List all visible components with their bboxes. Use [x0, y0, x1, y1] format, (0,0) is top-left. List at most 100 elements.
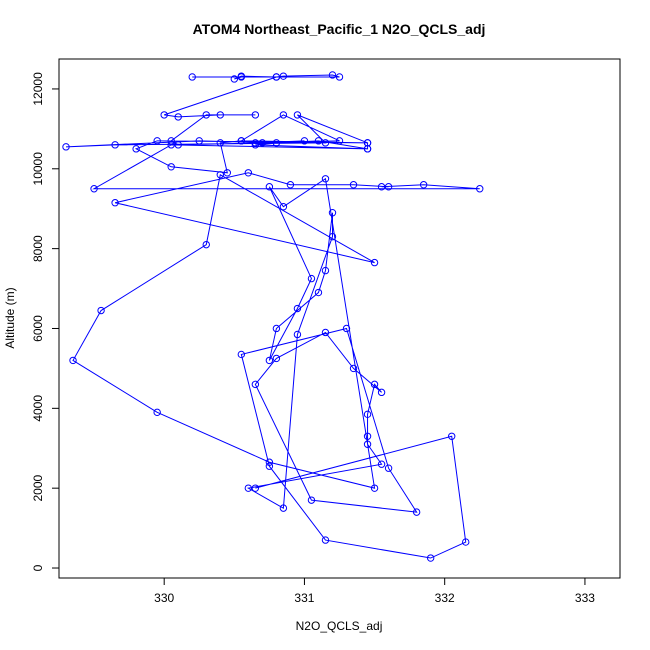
data-point [335, 137, 344, 145]
y-axis-label: Altitude (m) [3, 287, 17, 348]
y-axis: 0 2000 4000 6000 8000 10000 12000 [31, 72, 60, 571]
data-point [307, 274, 316, 283]
data-point [251, 484, 260, 492]
data-point [314, 137, 323, 145]
data-point [167, 137, 175, 145]
x-axis-label: N2O_QCLS_adj [296, 619, 383, 633]
data-point [293, 330, 302, 339]
data-point [195, 137, 203, 145]
data-point [342, 324, 351, 333]
data-point [272, 73, 281, 81]
data-point [237, 73, 246, 81]
data-point [265, 462, 274, 470]
data-point [314, 288, 323, 297]
data-point [370, 484, 379, 492]
data-point [279, 72, 288, 80]
data-point [216, 139, 224, 147]
data-point [370, 380, 379, 389]
x-axis: 330 331 332 333 [154, 577, 595, 605]
data-point [167, 163, 175, 171]
data-point [160, 111, 168, 119]
data-point [251, 111, 260, 119]
data-point [223, 169, 232, 177]
data-point [237, 137, 246, 145]
data-point [265, 458, 274, 466]
data-point [69, 356, 77, 365]
data-point [293, 304, 302, 313]
x-tick-label: 333 [575, 591, 595, 605]
data-point [272, 354, 281, 363]
data-point [363, 410, 372, 419]
data-point [251, 380, 260, 389]
x-tick-label: 330 [154, 591, 174, 605]
data-point [370, 258, 379, 267]
data-point [286, 181, 295, 189]
data-point [321, 175, 330, 183]
data-point [279, 504, 288, 512]
data-point [279, 111, 288, 119]
series-line [65, 74, 480, 559]
data-point [230, 75, 239, 83]
data-point [377, 460, 386, 468]
data-point [265, 356, 274, 365]
y-tick-label: 0 [31, 564, 45, 571]
y-tick-label: 4000 [31, 395, 45, 422]
x-tick-label: 331 [294, 591, 314, 605]
data-point [328, 232, 337, 241]
data-point [328, 71, 337, 79]
data-point [258, 139, 267, 147]
data-point [321, 266, 330, 275]
data-point [363, 432, 372, 440]
data-point [448, 432, 456, 440]
data-point [412, 508, 421, 516]
data-point [132, 145, 140, 153]
data-point [153, 408, 161, 417]
data-point [244, 169, 253, 177]
y-tick-label: 2000 [31, 475, 45, 502]
y-tick-label: 8000 [31, 235, 45, 262]
data-point [272, 324, 281, 333]
data-point [237, 350, 246, 359]
data-point [377, 388, 386, 397]
data-point [462, 538, 470, 546]
data-point [90, 185, 98, 193]
data-point [97, 306, 105, 315]
chart-title: ATOM4 Northeast_Pacific_1 N2O_QCLS_adj [193, 21, 486, 37]
data-point [476, 185, 484, 193]
data-point [202, 111, 210, 119]
data-point [174, 113, 182, 121]
data-point [377, 183, 386, 191]
data-point [216, 111, 224, 119]
data-point [272, 139, 281, 147]
data-point [384, 183, 393, 191]
data-point [321, 139, 330, 147]
data-point [111, 141, 119, 149]
data-point [300, 137, 309, 145]
data-point [188, 73, 196, 81]
data-point [349, 181, 358, 189]
data-point [244, 484, 253, 492]
y-tick-label: 6000 [31, 315, 45, 342]
data-point [426, 554, 435, 562]
data-point [153, 137, 161, 145]
data-point [349, 364, 358, 373]
data-point [202, 240, 210, 249]
y-tick-label: 12000 [31, 72, 45, 106]
data-point [307, 496, 316, 504]
data-point [265, 183, 274, 191]
series-trace [62, 71, 484, 562]
data-point [321, 328, 330, 337]
data-point [62, 143, 70, 151]
y-tick-label: 10000 [31, 152, 45, 186]
x-tick-label: 332 [435, 591, 455, 605]
data-point [167, 141, 175, 149]
data-point [363, 145, 372, 153]
data-point [279, 203, 288, 211]
data-point [328, 209, 337, 217]
data-point [111, 199, 119, 207]
data-point [251, 141, 260, 149]
data-point [293, 111, 302, 119]
data-point [251, 139, 260, 147]
data-point [321, 536, 330, 544]
